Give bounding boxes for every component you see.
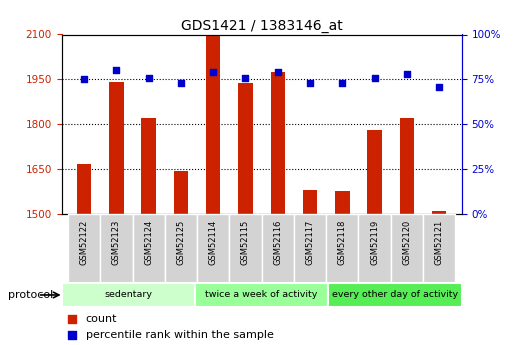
Bar [326,214,359,283]
Point [273,69,282,75]
Point [403,71,411,77]
Point [177,80,185,86]
Point [370,75,379,80]
Text: GSM52124: GSM52124 [144,219,153,265]
Text: percentile rank within the sample: percentile rank within the sample [86,330,273,340]
Bar [270,72,285,214]
Bar [432,211,446,214]
Text: GSM52116: GSM52116 [273,219,282,265]
Bar [391,214,423,283]
Bar [262,214,294,283]
Text: GSM52125: GSM52125 [176,219,186,265]
Text: GSM52123: GSM52123 [112,219,121,265]
Bar [77,164,91,214]
Bar [174,170,188,214]
Bar [328,283,462,307]
Text: GSM52120: GSM52120 [402,219,411,265]
Bar [132,214,165,283]
Point [348,120,357,126]
Bar [367,130,382,214]
Text: GSM52115: GSM52115 [241,219,250,265]
Text: GSM52118: GSM52118 [338,219,347,265]
Bar [294,214,326,283]
Bar [423,214,455,283]
Text: protocol: protocol [8,290,53,300]
Bar [359,214,391,283]
Point [306,80,314,86]
Point [435,84,443,89]
Bar [400,118,414,214]
Bar [303,190,318,214]
Bar [206,34,221,214]
Text: GSM52122: GSM52122 [80,219,89,265]
Text: GSM52117: GSM52117 [306,219,314,265]
Bar [109,82,124,214]
Text: GSM52114: GSM52114 [209,219,218,265]
Bar [335,190,349,214]
Bar [195,283,328,307]
Text: sedentary: sedentary [104,290,152,299]
Point [80,77,88,82]
Text: GSM52119: GSM52119 [370,219,379,265]
Bar [238,83,253,214]
Point [209,69,218,75]
Text: every other day of activity: every other day of activity [332,290,458,299]
Bar [62,283,195,307]
Bar [142,118,156,214]
Point [112,68,121,73]
Point [242,75,250,80]
Bar [68,214,100,283]
Point [145,75,153,80]
Bar [197,214,229,283]
Bar [165,214,197,283]
Bar [100,214,132,283]
Text: count: count [86,314,117,324]
Point [338,80,346,86]
Title: GDS1421 / 1383146_at: GDS1421 / 1383146_at [181,19,343,33]
Text: GSM52121: GSM52121 [435,219,444,265]
Point [348,261,357,267]
Text: twice a week of activity: twice a week of activity [205,290,318,299]
Bar [229,214,262,283]
